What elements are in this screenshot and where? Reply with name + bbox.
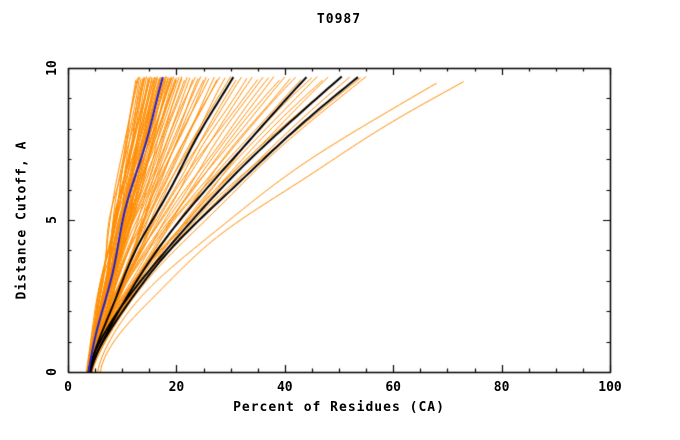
y-tick-label: 10 [44, 60, 60, 76]
x-tick-label: 80 [493, 380, 510, 395]
y-tick-label: 0 [44, 368, 60, 376]
x-tick-label: 60 [385, 380, 402, 395]
x-tick-label: 40 [276, 380, 293, 395]
y-tick-label: 5 [44, 216, 60, 224]
x-tick-label: 20 [168, 380, 185, 395]
x-tick-label: 100 [598, 380, 622, 395]
x-tick-label: 0 [64, 380, 72, 395]
